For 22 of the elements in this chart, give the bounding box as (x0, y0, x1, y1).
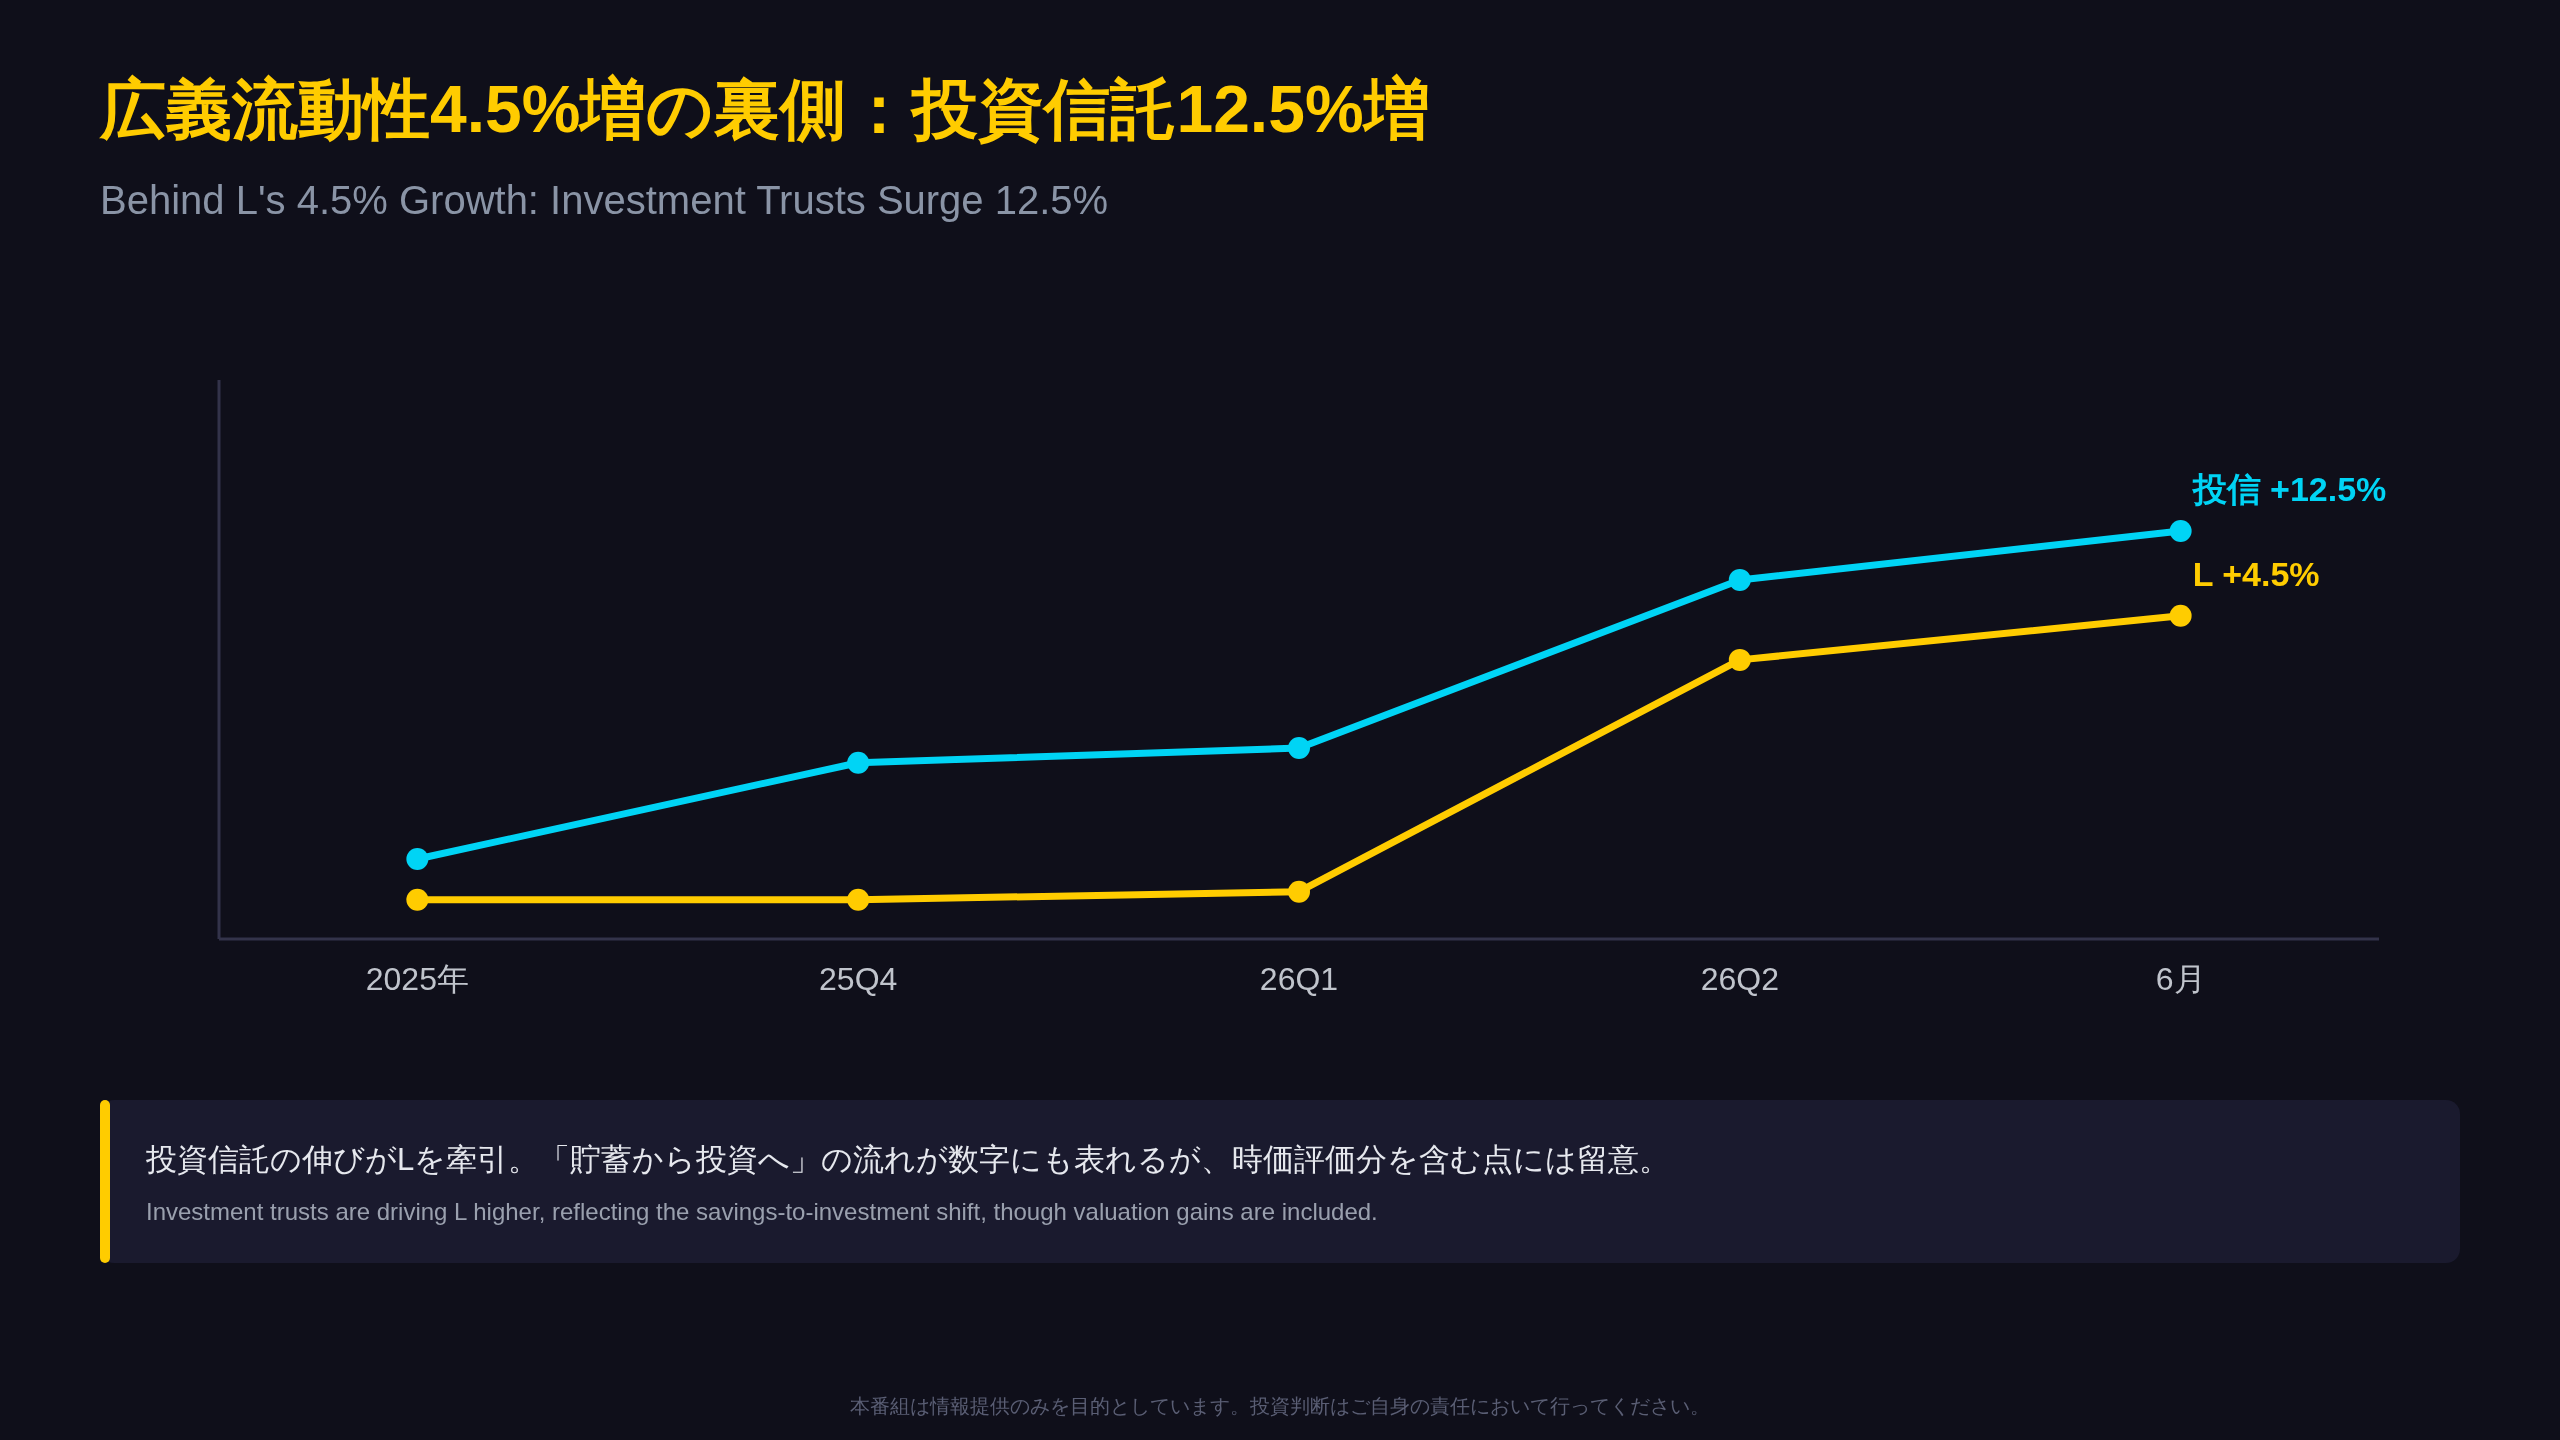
xtick: 6月 (2155, 961, 2206, 997)
point (2169, 519, 2192, 542)
subtitle: Behind L's 4.5% Growth: Investment Trusts Surge 12.5% (100, 178, 1109, 222)
series-label: L +4.5% (2192, 554, 2320, 593)
note: Investment trusts are driving L higher, reflecting the savings-to-investment shift, though valuation gains are included. (146, 1198, 1378, 1225)
point (847, 888, 870, 911)
point (1288, 880, 1310, 903)
point (1288, 737, 1310, 760)
xtick: 26Q2 (1700, 961, 1779, 997)
point (2169, 604, 2192, 627)
series-label: 投信 +12.5% (2192, 469, 2387, 508)
note: 投資信託の伸びがLを牽引。「貯蓄から投資へ」の流れが数字にも表れるが、時価評価分を含む点には留意。 (146, 1142, 1671, 1177)
xtick: 2025年 (365, 961, 469, 997)
point (1728, 648, 1751, 671)
xtick: 25Q4 (819, 961, 898, 997)
point (1728, 568, 1751, 591)
point (406, 888, 429, 911)
title: 広義流動性4.5%増の裏側：投資信託12.5%増 (100, 72, 1430, 146)
point (406, 848, 429, 871)
xtick: 26Q1 (1259, 961, 1339, 997)
note: 本番組は情報提供のみを目的としています。投資判断はご自身の責任において行ってください。 (850, 1395, 1710, 1417)
point (847, 751, 870, 774)
